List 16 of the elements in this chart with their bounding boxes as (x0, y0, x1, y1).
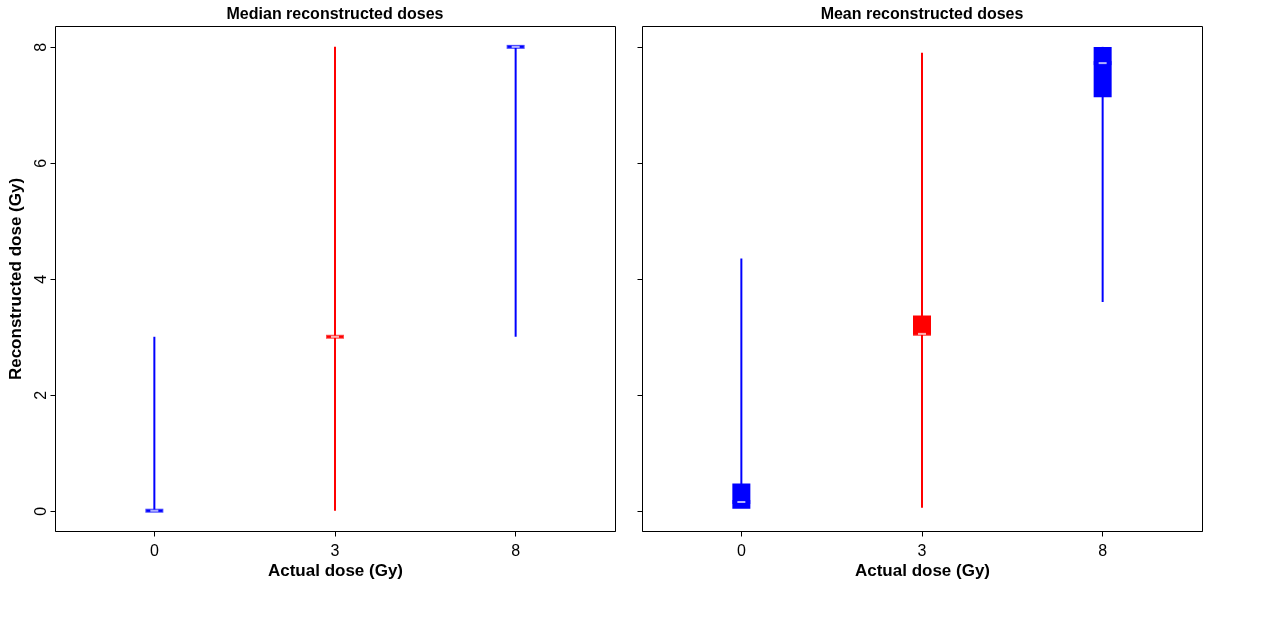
y-tick-label: 8 (31, 42, 49, 52)
y-tick-label: 4 (31, 274, 49, 284)
chart-title: Mean reconstructed doses (820, 5, 1024, 22)
x-tick-label: 3 (330, 541, 340, 559)
x-tick-label: 0 (149, 541, 159, 559)
x-tick-label: 8 (1098, 541, 1108, 559)
x-axis-title: Actual dose (Gy) (267, 560, 404, 580)
y-axis-title: Reconstructed dose (Gy) (5, 177, 25, 381)
y-tick-label: 2 (31, 390, 49, 400)
y-tick-label: 6 (31, 158, 49, 168)
y-tick-label: 0 (31, 506, 49, 516)
x-tick-label: 8 (511, 541, 521, 559)
chart-title: Median reconstructed doses (226, 5, 444, 22)
x-tick-label: 0 (736, 541, 746, 559)
x-axis-title: Actual dose (Gy) (854, 560, 991, 580)
x-tick-label: 3 (917, 541, 927, 559)
